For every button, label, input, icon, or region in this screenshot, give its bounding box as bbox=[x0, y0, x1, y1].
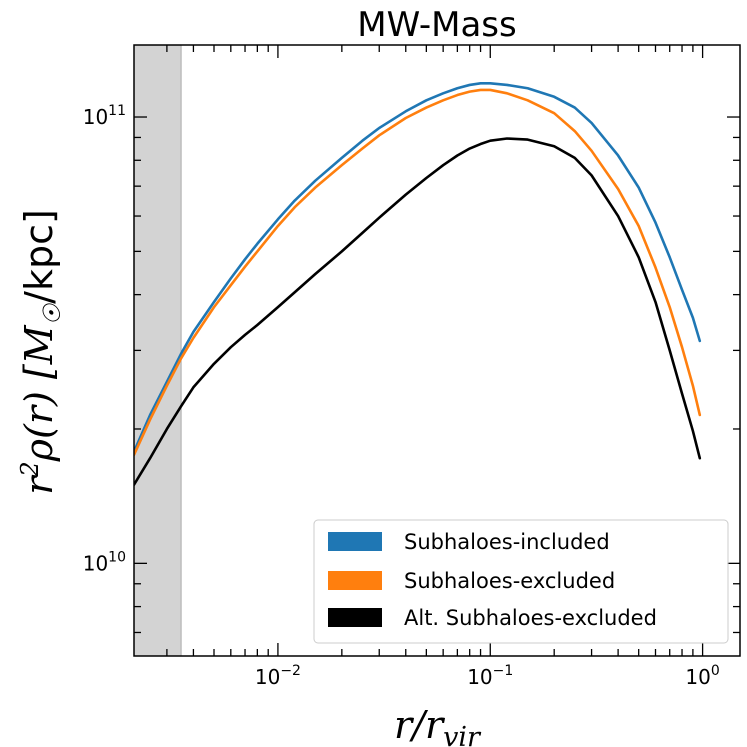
axis-ticks-layer: 10−2 10−1 100 1010 1011 bbox=[83, 45, 740, 689]
legend-label-subhaloes-excluded: Subhaloes-excluded bbox=[404, 569, 615, 593]
legend-box bbox=[313, 519, 729, 644]
legend-swatch-subhaloes-excluded bbox=[328, 571, 382, 590]
shaded-region-layer bbox=[134, 45, 182, 656]
plot-frame bbox=[133, 44, 741, 657]
series-lines-layer bbox=[134, 82, 702, 487]
x-tick-label: 100 bbox=[685, 663, 719, 689]
legend-label-subhaloes-included: Subhaloes-included bbox=[404, 530, 610, 554]
series-line-alt-subhaloes-excluded bbox=[134, 137, 702, 487]
x-tick-label: 10−2 bbox=[255, 663, 301, 689]
y-axis-label: r2ρ(r) [M☉/kpc] bbox=[16, 209, 66, 495]
legend-label-alt-subhaloes-excluded: Alt. Subhaloes-excluded bbox=[404, 606, 657, 630]
y-tick-label: 1011 bbox=[83, 103, 126, 129]
series-line-subhaloes-excluded bbox=[134, 88, 702, 457]
legend-swatch-alt-subhaloes-excluded bbox=[328, 608, 382, 627]
chart-title: MW-Mass bbox=[357, 5, 516, 45]
x-axis-label: r/rvir bbox=[394, 703, 482, 747]
x-tick-label: 10−1 bbox=[467, 663, 513, 689]
legend-swatch-subhaloes-included bbox=[328, 532, 382, 551]
y-tick-label: 1010 bbox=[83, 549, 126, 575]
series-line-subhaloes-included bbox=[134, 82, 702, 453]
legend: Subhaloes-included Subhaloes-excluded Al… bbox=[313, 519, 729, 644]
shaded-region bbox=[134, 45, 182, 656]
